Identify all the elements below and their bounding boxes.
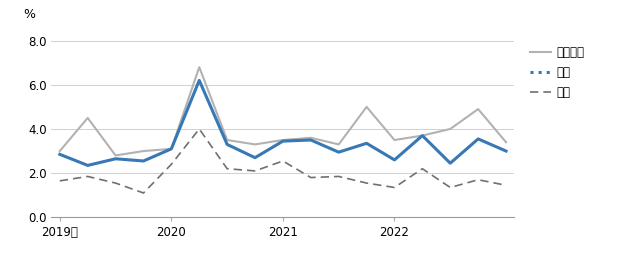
Legend: アメリカ, 日本, 韓国: アメリカ, 日本, 韓国 xyxy=(525,41,590,104)
Text: %: % xyxy=(24,8,35,21)
